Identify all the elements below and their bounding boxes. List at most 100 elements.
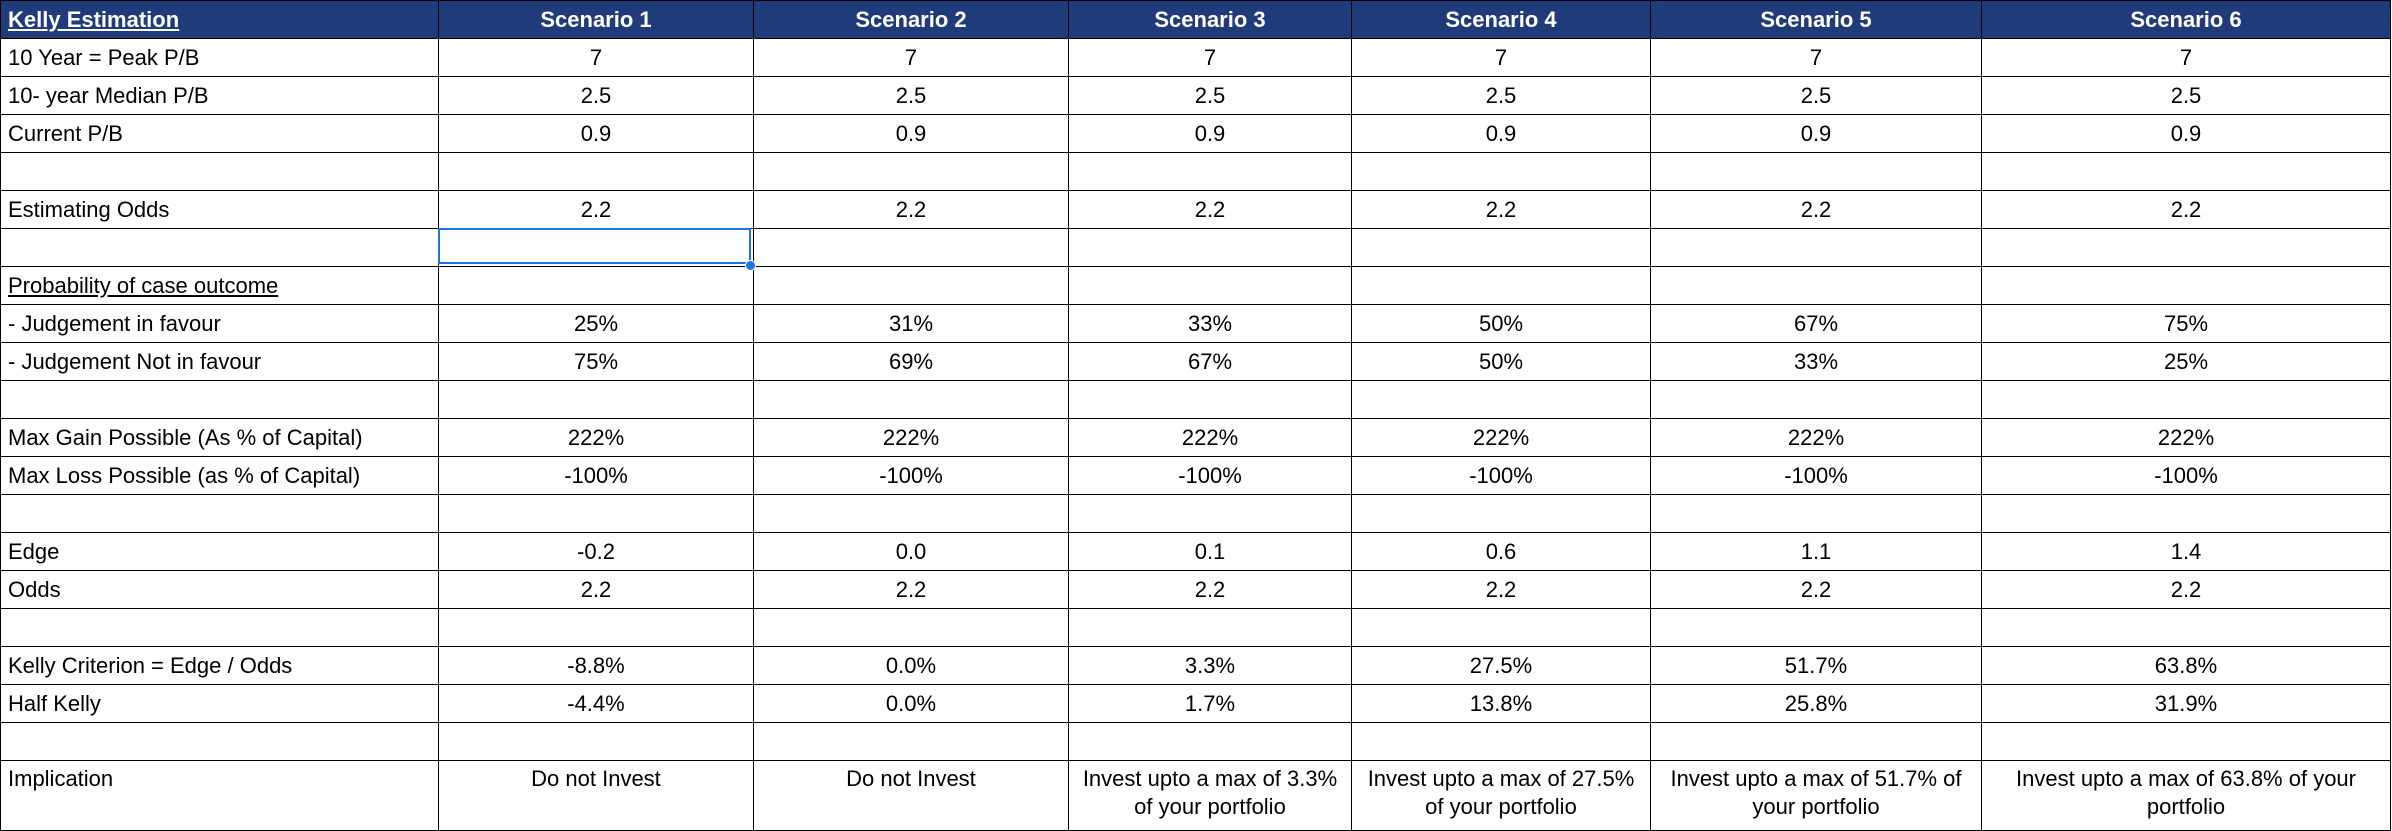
empty-cell[interactable] (1351, 608, 1651, 647)
section-heading[interactable]: Probability of case outcome (0, 266, 439, 305)
empty-cell[interactable] (1068, 228, 1352, 267)
empty-cell[interactable] (438, 266, 754, 305)
cell[interactable]: Invest upto a max of 51.7% of your portf… (1650, 760, 1982, 831)
sheet-title[interactable]: Kelly Estimation (0, 0, 439, 39)
cell[interactable]: 222% (438, 418, 754, 457)
empty-cell[interactable] (1351, 494, 1651, 533)
empty-cell[interactable] (1068, 152, 1352, 191)
empty-cell[interactable] (1650, 608, 1982, 647)
empty-cell[interactable] (1068, 722, 1352, 761)
cell[interactable]: 75% (1981, 304, 2391, 343)
cell[interactable]: 7 (1981, 38, 2391, 77)
cell[interactable]: 2.5 (1981, 76, 2391, 115)
row-label[interactable]: Max Loss Possible (as % of Capital) (0, 456, 439, 495)
cell-selection-box[interactable] (438, 228, 751, 264)
cell[interactable]: 33% (1068, 304, 1352, 343)
empty-cell[interactable] (1068, 494, 1352, 533)
empty-cell[interactable] (753, 152, 1069, 191)
cell[interactable]: 2.2 (753, 190, 1069, 229)
cell[interactable]: 69% (753, 342, 1069, 381)
empty-cell[interactable] (753, 722, 1069, 761)
empty-cell[interactable] (1981, 152, 2391, 191)
cell[interactable]: 27.5% (1351, 646, 1651, 685)
cell[interactable]: 0.1 (1068, 532, 1352, 571)
empty-cell[interactable] (438, 494, 754, 533)
cell[interactable]: 222% (1351, 418, 1651, 457)
empty-cell[interactable] (438, 152, 754, 191)
empty-cell[interactable] (753, 380, 1069, 419)
cell[interactable]: 2.5 (1068, 76, 1352, 115)
empty-cell[interactable] (1650, 266, 1982, 305)
empty-cell[interactable] (1351, 228, 1651, 267)
cell[interactable]: 2.2 (1981, 190, 2391, 229)
row-label[interactable]: Odds (0, 570, 439, 609)
cell[interactable]: 25.8% (1650, 684, 1982, 723)
empty-cell[interactable] (1981, 494, 2391, 533)
empty-cell[interactable] (1650, 722, 1982, 761)
empty-cell[interactable] (438, 608, 754, 647)
cell[interactable]: -100% (1650, 456, 1982, 495)
empty-cell[interactable] (0, 152, 439, 191)
scenario-header[interactable]: Scenario 6 (1981, 0, 2391, 39)
cell[interactable]: 31% (753, 304, 1069, 343)
row-label[interactable]: - Judgement in favour (0, 304, 439, 343)
empty-cell[interactable] (438, 722, 754, 761)
empty-cell[interactable] (0, 608, 439, 647)
empty-cell[interactable] (753, 608, 1069, 647)
empty-cell[interactable] (1981, 608, 2391, 647)
cell[interactable]: 2.2 (753, 570, 1069, 609)
row-label[interactable]: 10 Year = Peak P/B (0, 38, 439, 77)
cell[interactable]: Invest upto a max of 63.8% of your portf… (1981, 760, 2391, 831)
row-label[interactable]: Implication (0, 760, 439, 831)
cell[interactable]: 50% (1351, 342, 1651, 381)
empty-cell[interactable] (0, 494, 439, 533)
cell[interactable]: 1.7% (1068, 684, 1352, 723)
cell[interactable]: 0.9 (1351, 114, 1651, 153)
cell[interactable]: -100% (438, 456, 754, 495)
cell[interactable]: Invest upto a max of 27.5% of your portf… (1351, 760, 1651, 831)
empty-cell[interactable] (1068, 266, 1352, 305)
cell[interactable]: 2.2 (438, 190, 754, 229)
cell[interactable]: 0.9 (1068, 114, 1352, 153)
fill-handle[interactable] (745, 260, 756, 271)
cell[interactable]: 25% (1981, 342, 2391, 381)
cell[interactable]: -100% (1981, 456, 2391, 495)
cell[interactable]: 2.2 (1981, 570, 2391, 609)
row-label[interactable]: - Judgement Not in favour (0, 342, 439, 381)
cell[interactable]: Do not Invest (753, 760, 1069, 831)
cell[interactable]: 67% (1068, 342, 1352, 381)
cell[interactable]: -100% (753, 456, 1069, 495)
cell[interactable]: 2.2 (1650, 570, 1982, 609)
empty-cell[interactable] (753, 228, 1069, 267)
empty-cell[interactable] (1981, 228, 2391, 267)
cell[interactable]: 0.9 (1981, 114, 2391, 153)
cell[interactable]: 222% (753, 418, 1069, 457)
empty-cell[interactable] (1650, 228, 1982, 267)
scenario-header[interactable]: Scenario 3 (1068, 0, 1352, 39)
cell[interactable]: 50% (1351, 304, 1651, 343)
cell[interactable]: 2.2 (1351, 570, 1651, 609)
cell[interactable]: 7 (753, 38, 1069, 77)
cell[interactable]: 2.5 (438, 76, 754, 115)
empty-cell[interactable] (1351, 380, 1651, 419)
cell[interactable]: 3.3% (1068, 646, 1352, 685)
cell[interactable]: 63.8% (1981, 646, 2391, 685)
empty-cell[interactable] (753, 266, 1069, 305)
row-label[interactable]: Max Gain Possible (As % of Capital) (0, 418, 439, 457)
empty-cell[interactable] (1351, 266, 1651, 305)
cell[interactable]: 2.2 (1068, 570, 1352, 609)
empty-cell[interactable] (0, 722, 439, 761)
cell[interactable]: Do not Invest (438, 760, 754, 831)
row-label[interactable]: Half Kelly (0, 684, 439, 723)
empty-cell[interactable] (438, 380, 754, 419)
row-label[interactable]: Edge (0, 532, 439, 571)
row-label[interactable]: Kelly Criterion = Edge / Odds (0, 646, 439, 685)
cell[interactable]: 75% (438, 342, 754, 381)
cell[interactable]: Invest upto a max of 3.3% of your portfo… (1068, 760, 1352, 831)
empty-cell[interactable] (0, 228, 439, 267)
cell[interactable]: 1.1 (1650, 532, 1982, 571)
cell[interactable]: 0.6 (1351, 532, 1651, 571)
cell[interactable]: 7 (1068, 38, 1352, 77)
cell[interactable]: -0.2 (438, 532, 754, 571)
scenario-header[interactable]: Scenario 4 (1351, 0, 1651, 39)
